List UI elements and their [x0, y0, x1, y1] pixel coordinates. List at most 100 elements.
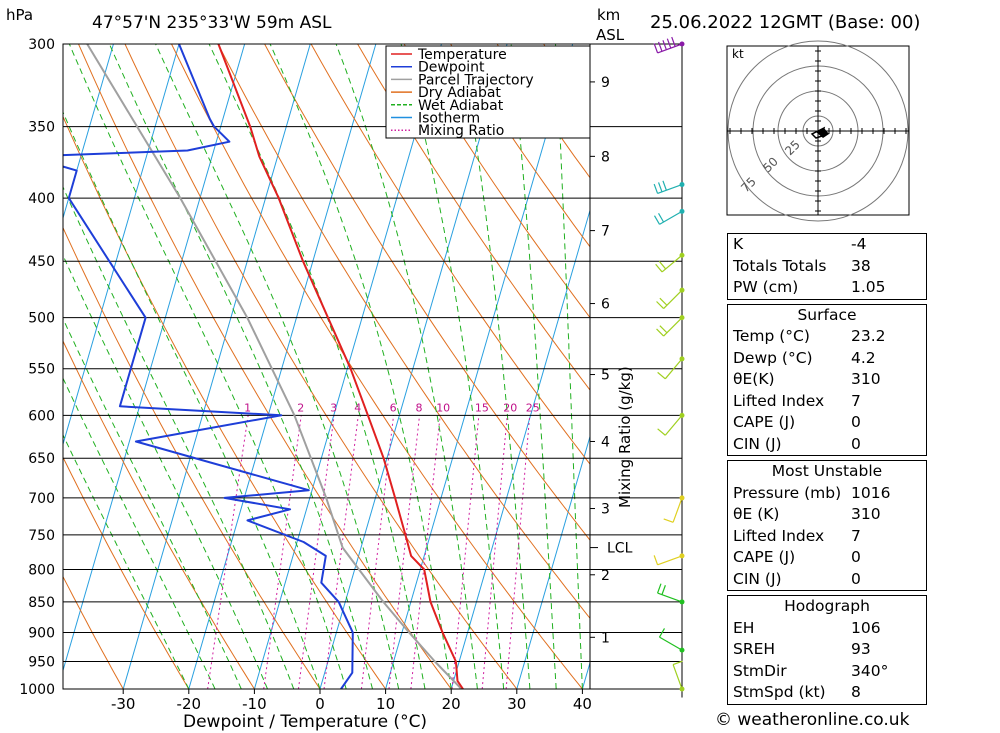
surface-cin-label: CIN (J) — [733, 434, 782, 453]
wind-barb — [657, 414, 683, 436]
wind-barb — [653, 180, 683, 195]
dry-adiabat — [403, 44, 590, 319]
hodo-title: Hodograph — [784, 597, 870, 615]
sreh-label: SREH — [733, 640, 776, 658]
isotherm — [63, 44, 114, 220]
isotherm — [63, 44, 246, 673]
isotherm — [63, 44, 180, 446]
dry-adiabat — [124, 44, 518, 689]
eh-value: 106 — [851, 618, 881, 637]
plot-frame — [62, 43, 591, 690]
dry-adiabat — [450, 44, 590, 248]
isotherm — [253, 44, 442, 689]
wind-barb — [653, 555, 683, 566]
wet-adiabat — [269, 44, 452, 689]
mu-li-value: 7 — [851, 526, 861, 545]
mu-li-label: Lifted Index — [733, 526, 825, 545]
surface-cape-label: CAPE (J) — [733, 413, 796, 431]
mixing-ratio-label: 2 — [297, 401, 304, 414]
temp-tick-label: 40 — [573, 695, 592, 713]
pressure-tick-label: 750 — [28, 528, 55, 544]
legend-label: Dewpoint — [418, 60, 485, 76]
pressure-tick-label: 850 — [28, 595, 55, 611]
wind-barb — [655, 254, 683, 273]
mixing-ratio-label: 25 — [526, 401, 540, 414]
hodograph-table: Hodograph EH 106 SREH 93 StmDir 340° StmSpd… — [727, 595, 927, 705]
temp-tick-label: -10 — [242, 695, 267, 713]
tt-value: 38 — [851, 256, 871, 275]
height-tick-label: 9 — [601, 75, 610, 91]
wet-adiabat — [68, 44, 347, 689]
wet-adiabat — [63, 433, 190, 689]
hodograph-unit: kt — [732, 47, 744, 61]
mixing-ratio-line — [207, 415, 249, 689]
temp-tick-label: 20 — [442, 695, 461, 713]
mu-cin-value: 0 — [851, 569, 861, 588]
hodograph-storm-marker — [816, 128, 829, 138]
legend-box — [385, 45, 591, 139]
isotherm — [516, 434, 590, 689]
temp-tick-label: -20 — [177, 695, 202, 713]
mixing-ratio-label: 8 — [416, 401, 423, 414]
isotherm — [188, 44, 377, 689]
stmspd-label: StmSpd (kt) — [733, 683, 826, 701]
stmdir-value: 340° — [851, 661, 889, 680]
stmdir-label: StmDir — [733, 661, 787, 680]
height-unit-asl: ASL — [596, 26, 625, 44]
mixing-ratio-label: 6 — [390, 401, 397, 414]
height-tick-label: 3 — [601, 502, 610, 518]
eh-label: EH — [733, 618, 755, 637]
datetime-title: 25.06.2022 12GMT (Base: 00) — [650, 12, 921, 33]
pressure-tick-label: 550 — [28, 362, 55, 378]
dry-adiabat — [310, 44, 590, 465]
mu-cape-label: CAPE (J) — [733, 548, 796, 566]
mixing-ratio-line — [410, 415, 441, 689]
legend-label: Isotherm — [418, 111, 480, 127]
dry-adiabat — [170, 44, 584, 689]
legend-label: Dry Adiabat — [418, 85, 501, 101]
wind-barb — [663, 497, 683, 523]
wet-adiabat — [63, 254, 268, 689]
mu-pressure-label: Pressure (mb) — [733, 483, 842, 502]
height-tick-label: 2 — [601, 568, 610, 584]
legend-label: Mixing Ratio — [418, 123, 504, 139]
indices-table: K -4 Totals Totals 38 PW (cm) 1.05 — [727, 233, 927, 300]
pressure-tick-label: 1000 — [19, 682, 55, 698]
height-tick-label: 1 — [601, 630, 610, 646]
wet-adiabat — [510, 44, 557, 689]
mu-theta-label: θE (K) — [733, 505, 780, 523]
wind-barb — [653, 36, 683, 54]
pressure-tick-label: 700 — [28, 491, 55, 507]
mu-theta-value: 310 — [851, 505, 881, 523]
pressure-tick-label: 900 — [28, 626, 55, 642]
mu-pressure-value: 1016 — [851, 483, 891, 502]
mixing-ratio-line — [323, 415, 359, 689]
pressure-tick-label: 350 — [28, 120, 55, 136]
isobars — [63, 43, 682, 690]
mixing-ratio-label: 15 — [475, 401, 489, 414]
pressure-tick-label: 650 — [28, 451, 55, 467]
surface-li-value: 7 — [851, 391, 861, 410]
wet-adiabat — [63, 377, 216, 689]
surface-li-label: Lifted Index — [733, 391, 825, 410]
temp-tick-label: 30 — [507, 695, 526, 713]
wind-barb — [653, 210, 683, 225]
wind-barb — [656, 289, 683, 309]
surface-temp-label: Temp (°C) — [733, 327, 810, 345]
height-tick-label: 8 — [601, 149, 610, 165]
surface-table: Surface Temp (°C) 23.2 Dewp (°C) 4.2 θE(K)… — [727, 303, 927, 456]
mixing-ratio-line — [360, 415, 395, 689]
mixing-ratio-line — [505, 415, 531, 689]
k-value: -4 — [851, 235, 867, 253]
isotherm — [385, 44, 574, 689]
wet-adiabat — [155, 44, 400, 689]
dry-adiabat — [63, 456, 190, 689]
dry-adiabat — [63, 575, 124, 689]
mixing-ratio-label: 10 — [436, 401, 450, 414]
height-tick-label: 7 — [601, 224, 610, 240]
mu-cape-value: 0 — [851, 548, 861, 566]
pressure-tick-label: 600 — [28, 408, 55, 424]
isotherm — [450, 208, 590, 689]
credit-text: © weatheronline.co.uk — [715, 710, 910, 730]
